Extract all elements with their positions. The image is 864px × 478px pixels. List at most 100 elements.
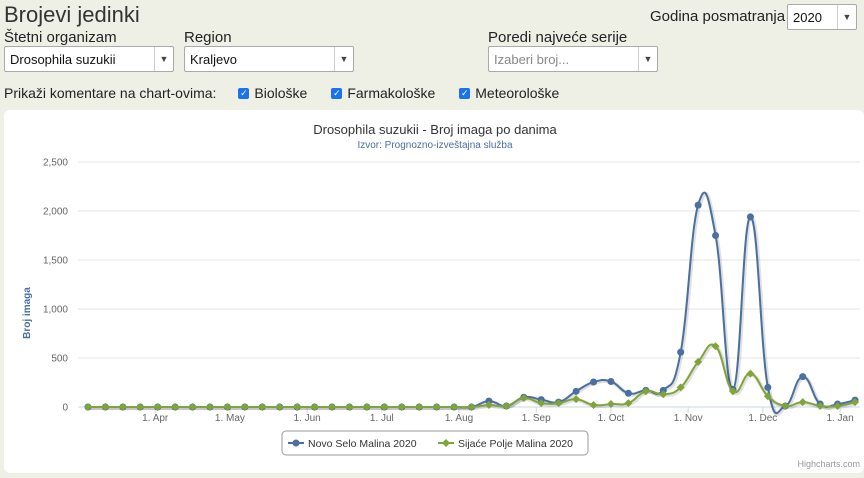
region-label: Region xyxy=(184,29,232,46)
checkbox-meteoroloske-label: Meteorološke xyxy=(475,85,560,101)
data-point[interactable] xyxy=(136,403,145,411)
data-point[interactable] xyxy=(798,398,807,407)
chevron-down-icon: ▼ xyxy=(638,47,657,71)
legend-label-sijace-polje: Sijaće Polje Malina 2020 xyxy=(458,438,573,450)
data-point[interactable] xyxy=(188,403,197,411)
data-point[interactable] xyxy=(606,400,615,409)
chart-panel: Drosophila suzukii - Broj imaga po danim… xyxy=(4,110,864,473)
x-tick-label: 1. Jun xyxy=(293,413,320,424)
data-point[interactable] xyxy=(223,403,232,411)
data-point[interactable] xyxy=(572,387,580,395)
data-point[interactable] xyxy=(781,402,790,411)
checkbox-meteoroloske[interactable]: ✓ Meteorološke xyxy=(459,85,559,101)
data-point[interactable] xyxy=(728,387,737,396)
organism-select[interactable]: Drosophila suzukii ▼ xyxy=(4,46,174,72)
data-point[interactable] xyxy=(171,403,180,411)
data-point[interactable] xyxy=(205,403,214,411)
organism-select-value: Drosophila suzukii xyxy=(10,51,116,67)
y-tick-label: 1,500 xyxy=(43,256,68,267)
year-select[interactable]: 2020 ▼ xyxy=(787,4,857,30)
checkbox-bioloske-label: Biološke xyxy=(254,85,308,101)
data-point[interactable] xyxy=(590,378,598,386)
data-point[interactable] xyxy=(833,402,842,411)
data-point[interactable] xyxy=(310,403,319,411)
compare-select[interactable]: Izaberi broj... ▼ xyxy=(488,46,658,72)
data-point[interactable] xyxy=(153,403,162,411)
legend-item-novo-selo[interactable]: Novo Selo Malina 2020 xyxy=(288,438,417,450)
data-point[interactable] xyxy=(764,383,772,391)
data-point[interactable] xyxy=(554,399,563,408)
data-point[interactable] xyxy=(624,399,633,408)
data-point[interactable] xyxy=(711,342,720,351)
y-axis-title: Broj imaga xyxy=(22,287,33,339)
y-tick-label: 0 xyxy=(62,403,68,414)
chevron-down-icon: ▼ xyxy=(154,47,173,71)
data-point[interactable] xyxy=(799,373,807,381)
data-point[interactable] xyxy=(502,402,511,411)
data-point[interactable] xyxy=(589,401,598,410)
data-point[interactable] xyxy=(677,348,685,356)
data-point[interactable] xyxy=(397,403,406,411)
x-tick-label: 1. Nov xyxy=(674,413,703,424)
checkbox-farmakoloske[interactable]: ✓ Farmakološke xyxy=(331,85,435,101)
data-point[interactable] xyxy=(607,378,615,386)
data-point[interactable] xyxy=(694,357,703,366)
region-select[interactable]: Kraljevo ▼ xyxy=(184,46,354,72)
data-point[interactable] xyxy=(676,383,685,392)
legend: Novo Selo Malina 2020 Sijaće Polje Malin… xyxy=(281,430,589,456)
data-point[interactable] xyxy=(746,213,754,221)
checkmark-icon: ✓ xyxy=(459,87,471,99)
data-point[interactable] xyxy=(345,403,354,411)
x-tick-label: 1. Apr xyxy=(142,413,169,424)
data-point[interactable] xyxy=(572,395,581,404)
data-point[interactable] xyxy=(328,403,337,411)
region-select-value: Kraljevo xyxy=(190,51,237,67)
checkbox-bioloske[interactable]: ✓ Biološke xyxy=(238,85,307,101)
organism-label: Štetni organizam xyxy=(4,29,117,46)
data-point[interactable] xyxy=(537,399,546,408)
data-point[interactable] xyxy=(118,403,127,411)
data-point[interactable] xyxy=(240,403,249,411)
legend-label-novo-selo: Novo Selo Malina 2020 xyxy=(308,438,417,450)
y-tick-label: 500 xyxy=(51,354,68,365)
compare-select-placeholder: Izaberi broj... xyxy=(494,51,570,67)
x-tick-label: 1. Jul xyxy=(370,413,394,424)
data-point[interactable] xyxy=(763,392,772,401)
y-tick-label: 2,500 xyxy=(43,158,68,169)
x-tick-label: 1. Jan xyxy=(826,413,853,424)
year-select-value: 2020 xyxy=(793,9,822,25)
data-point[interactable] xyxy=(101,403,110,411)
data-point[interactable] xyxy=(851,398,860,407)
data-point[interactable] xyxy=(641,387,650,396)
y-tick-label: 2,000 xyxy=(43,207,68,218)
data-point[interactable] xyxy=(519,394,528,403)
legend-item-sijace-polje[interactable]: Sijaće Polje Malina 2020 xyxy=(438,438,573,450)
data-point[interactable] xyxy=(484,401,493,410)
data-point[interactable] xyxy=(450,403,459,411)
series-sijace-polje[interactable] xyxy=(83,342,860,411)
data-point[interactable] xyxy=(362,403,371,411)
checkmark-icon: ✓ xyxy=(331,87,343,99)
data-point[interactable] xyxy=(432,403,441,411)
y-tick-label: 1,000 xyxy=(43,305,68,316)
comments-label: Prikaži komentare na chart-ovima: xyxy=(4,85,217,101)
data-point[interactable] xyxy=(816,402,825,411)
x-tick-label: 1. May xyxy=(215,413,245,424)
data-point[interactable] xyxy=(712,232,720,239)
line-chart: Drosophila suzukii - Broj imaga po danim… xyxy=(22,122,860,469)
data-point[interactable] xyxy=(746,369,755,378)
data-point[interactable] xyxy=(659,390,668,399)
compare-label: Poredi najveće serije xyxy=(488,29,628,46)
data-point[interactable] xyxy=(624,389,632,397)
data-point[interactable] xyxy=(293,403,302,411)
chart-title: Drosophila suzukii - Broj imaga po danim… xyxy=(313,122,557,137)
data-point[interactable] xyxy=(694,201,702,209)
data-point[interactable] xyxy=(275,403,284,411)
series-line xyxy=(88,191,856,415)
credits-link[interactable]: Highcharts.com xyxy=(797,459,860,469)
data-point[interactable] xyxy=(415,403,424,411)
data-point[interactable] xyxy=(380,403,389,411)
data-point[interactable] xyxy=(258,403,267,411)
data-point[interactable] xyxy=(467,403,476,411)
data-point[interactable] xyxy=(83,403,92,411)
